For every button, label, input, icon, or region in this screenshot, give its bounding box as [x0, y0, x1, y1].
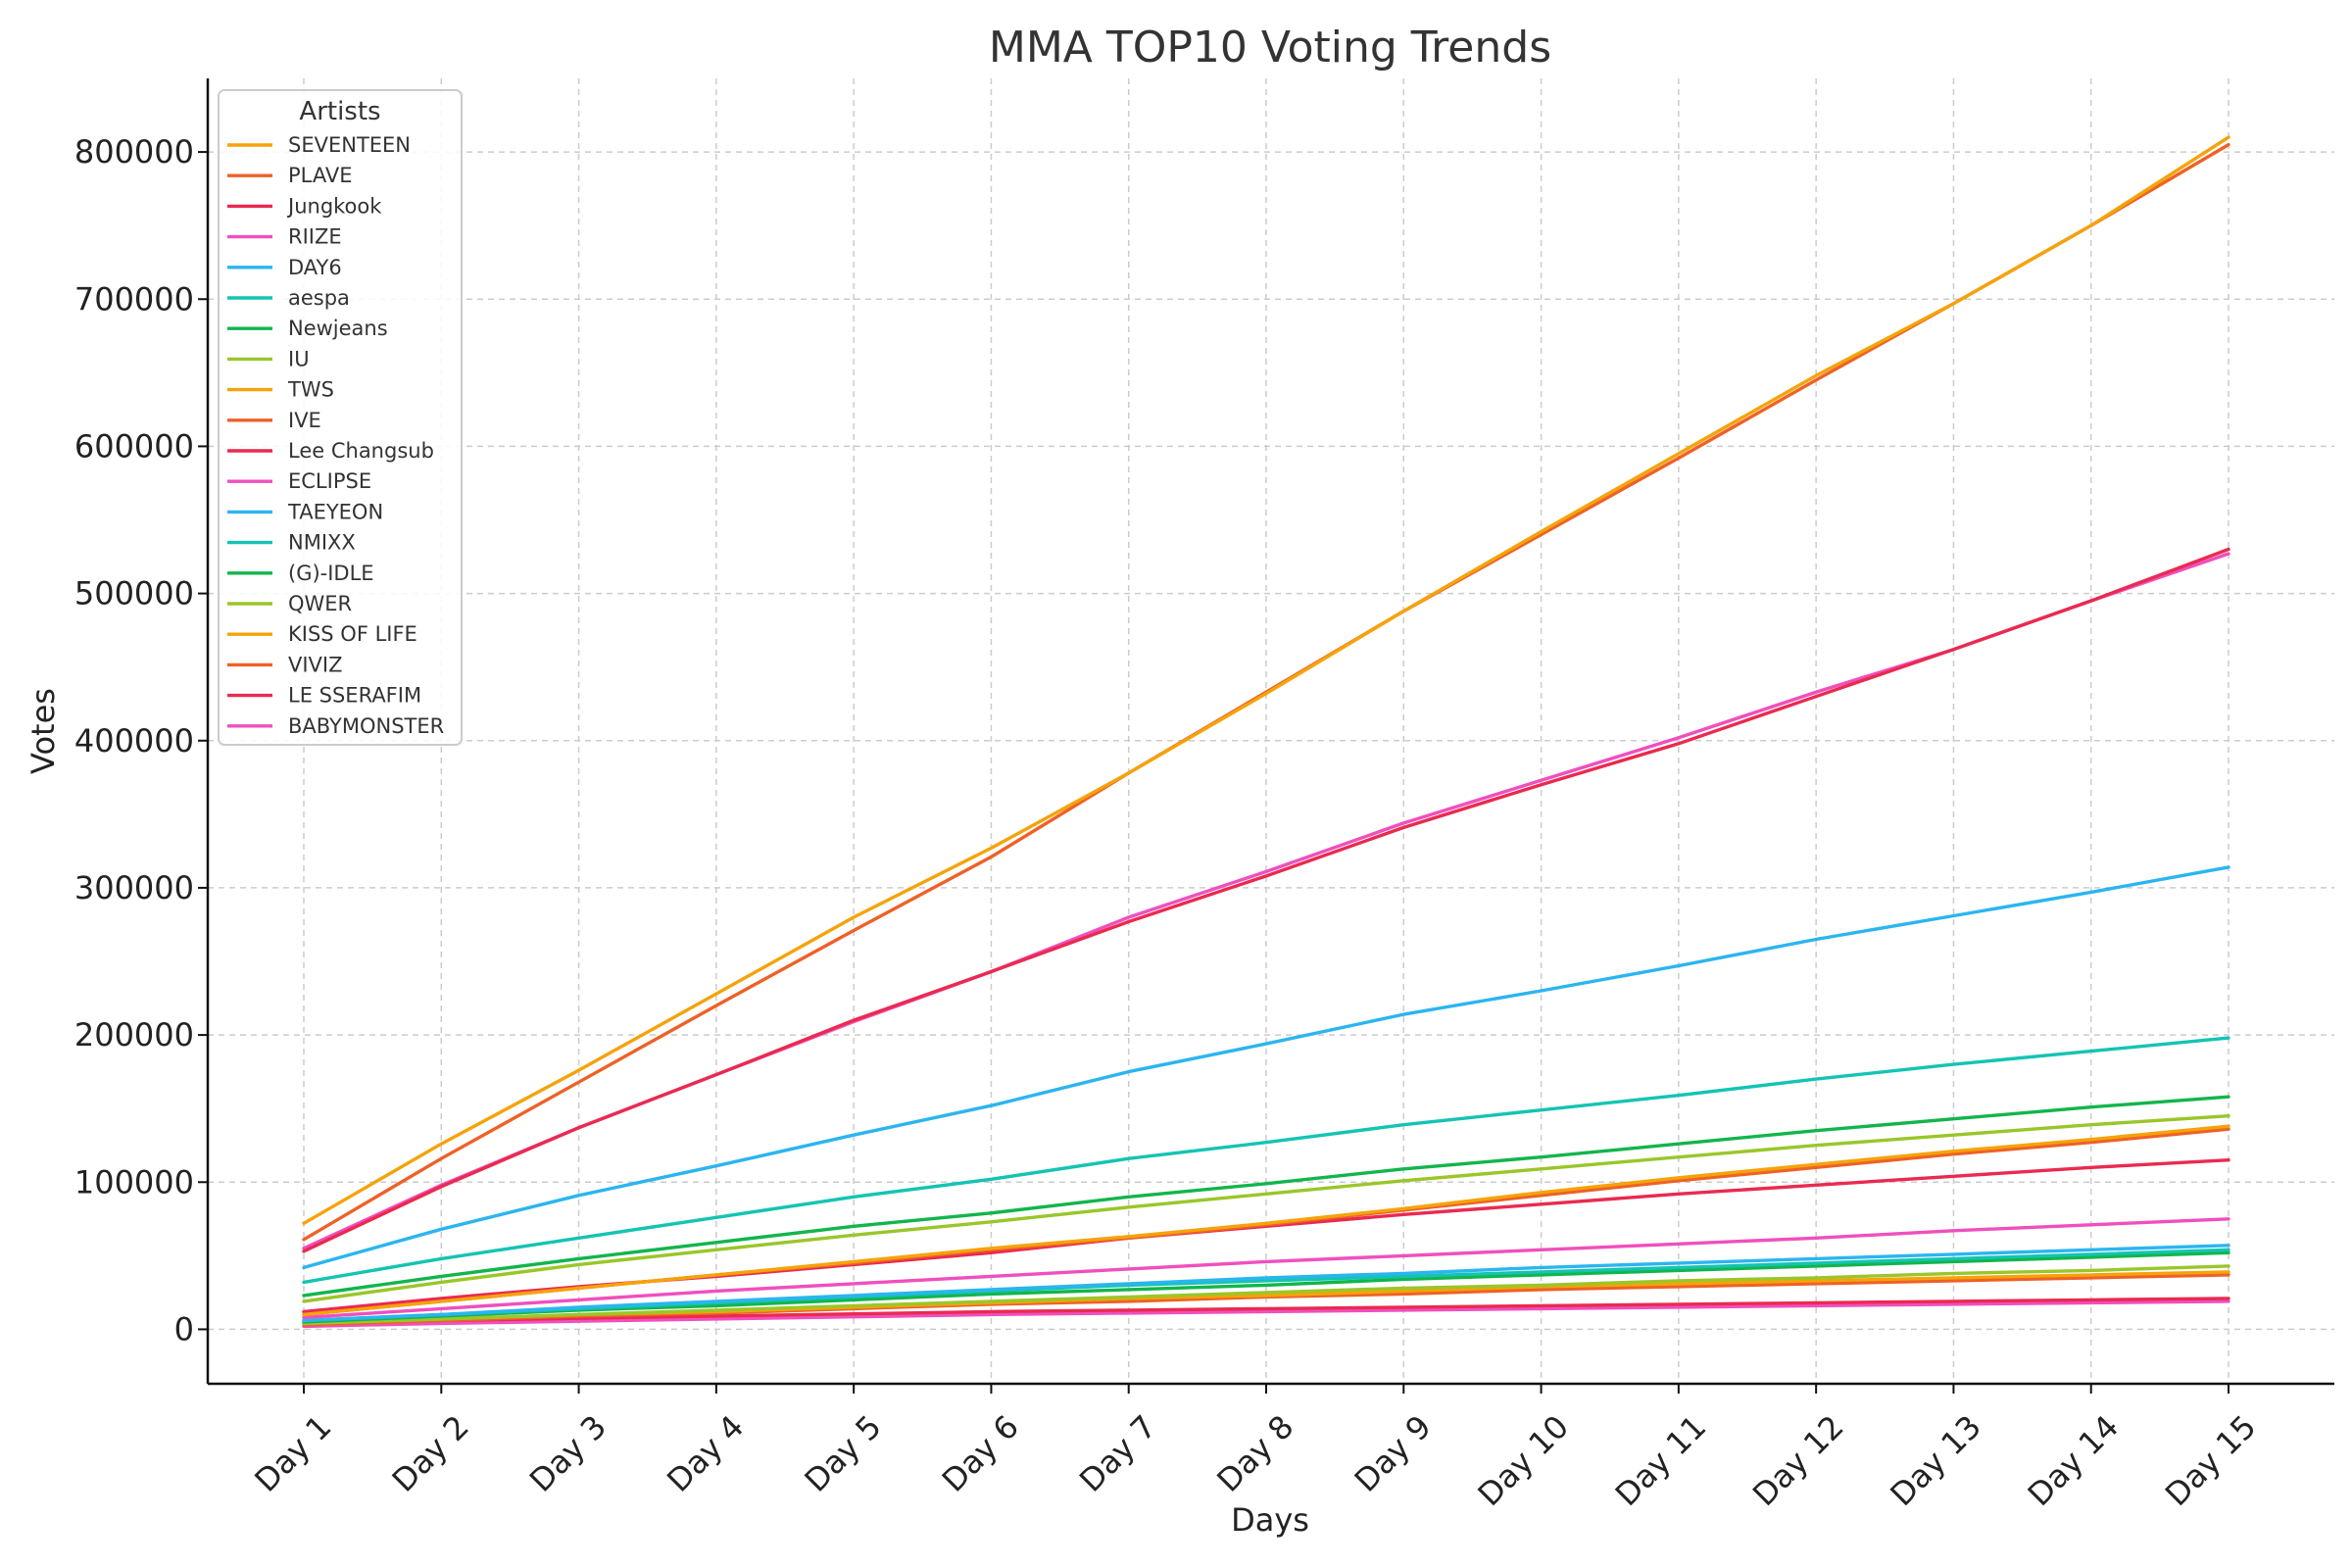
legend-item-riize: RIIZE — [227, 225, 342, 249]
legend-item-tws: TWS — [227, 378, 334, 402]
y-tick-label: 200000 — [74, 1016, 194, 1054]
legend-label: IU — [288, 347, 310, 370]
legend: Artists SEVENTEEN PLAVE Jungkook RIIZE DAY6 a… — [218, 89, 463, 746]
series-line-g-idle — [302, 1250, 2230, 1324]
y-tick-label: 0 — [174, 1310, 194, 1348]
y-axis-title: Votes — [24, 688, 62, 774]
legend-box — [218, 89, 463, 746]
series-line-jungkook — [302, 547, 2230, 1253]
x-axis-title: Days — [1231, 1501, 1309, 1539]
legend-item-plave: PLAVE — [227, 164, 353, 187]
series-line-iu — [302, 1113, 2230, 1303]
y-tick-label: 800000 — [74, 133, 194, 171]
grid-layer — [208, 78, 2334, 1384]
legend-item-nmixx: NMIXX — [227, 531, 356, 555]
series-line-taeyeon — [302, 1244, 2230, 1323]
series-line-seventeen — [302, 135, 2230, 1226]
legend-item-kiss-of-life: KISS OF LIFE — [227, 622, 417, 646]
legend-item-iu: IU — [227, 347, 310, 370]
y-tick-label: 300000 — [74, 869, 194, 906]
y-tick-label: 700000 — [74, 280, 194, 318]
legend-label: ECLIPSE — [288, 469, 371, 493]
legend-label: IVE — [288, 409, 321, 432]
legend-label: Newjeans — [288, 317, 388, 340]
series-line-aespa — [302, 1036, 2230, 1285]
legend-item-viviz: VIVIZ — [227, 653, 343, 676]
legend-label: VIVIZ — [288, 653, 343, 676]
axis-layer — [206, 78, 2334, 1386]
legend-label: LE SSERAFIM — [288, 684, 421, 708]
legend-title: Artists — [299, 97, 380, 126]
legend-items: SEVENTEEN PLAVE Jungkook RIIZE DAY6 aespa Newj… — [227, 133, 444, 738]
legend-label: RIIZE — [288, 225, 342, 249]
series-line-tws — [302, 1124, 2230, 1317]
legend-label: NMIXX — [288, 531, 356, 555]
legend-label: DAY6 — [288, 256, 342, 279]
legend-label: TAEYEON — [287, 500, 383, 523]
legend-label: KISS OF LIFE — [288, 622, 417, 646]
y-tick-label: 100000 — [74, 1163, 194, 1200]
legend-item-ive: IVE — [227, 409, 321, 432]
y-tick-label: 400000 — [74, 722, 194, 760]
legend-label: TWS — [287, 378, 334, 402]
legend-label: QWER — [288, 592, 352, 615]
legend-item-lee-changsub: Lee Changsub — [227, 439, 434, 463]
legend-item-qwer: QWER — [227, 592, 352, 615]
legend-label: BABYMONSTER — [288, 714, 444, 738]
legend-item-seventeen: SEVENTEEN — [227, 133, 411, 157]
legend-item-babymonster: BABYMONSTER — [227, 714, 444, 738]
series-line-newjeans — [302, 1095, 2230, 1298]
legend-item-g-idle: (G)-IDLE — [227, 562, 374, 585]
legend-item-le-sserafim: LE SSERAFIM — [227, 684, 421, 708]
legend-item-jungkook: Jungkook — [227, 194, 382, 218]
legend-item-day6: DAY6 — [227, 256, 342, 279]
legend-label: Jungkook — [286, 194, 382, 218]
series-line-qwer — [302, 1264, 2230, 1326]
legend-label: aespa — [288, 286, 350, 310]
series-layer — [302, 135, 2230, 1329]
legend-label: (G)-IDLE — [288, 562, 374, 585]
legend-label: Lee Changsub — [288, 439, 434, 463]
y-tick-label: 500000 — [74, 575, 194, 612]
series-line-babymonster — [302, 1299, 2230, 1329]
legend-label: PLAVE — [288, 164, 353, 187]
series-line-eclipse — [302, 1217, 2230, 1320]
legend-item-aespa: aespa — [227, 286, 350, 310]
legend-item-newjeans: Newjeans — [227, 317, 388, 340]
legend-label: SEVENTEEN — [288, 133, 411, 157]
legend-item-taeyeon: TAEYEON — [227, 500, 383, 523]
y-tick-label: 600000 — [74, 427, 194, 465]
chart-title: MMA TOP10 Voting Trends — [989, 23, 1551, 73]
series-line-le-sserafim — [302, 1297, 2230, 1326]
legend-item-eclipse: ECLIPSE — [227, 469, 371, 493]
series-line-day6 — [302, 865, 2230, 1270]
